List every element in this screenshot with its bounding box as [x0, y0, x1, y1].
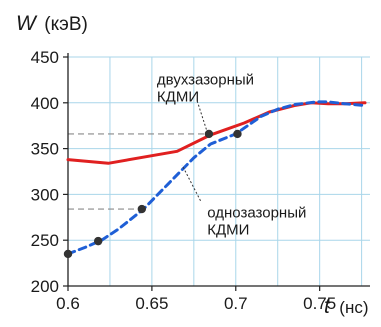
y-tick-label: 450	[31, 48, 59, 67]
y-tick-label: 400	[31, 94, 59, 113]
x-tick-label: 0.7	[224, 294, 248, 313]
data-point	[233, 129, 242, 139]
x-tick-label: 0.65	[135, 294, 168, 313]
y-axis-unit: (кэВ)	[44, 14, 88, 35]
x-tick-label: 0.75	[303, 294, 336, 313]
y-tick-label: 300	[31, 185, 59, 204]
y-axis-variable: W	[16, 12, 38, 35]
data-points	[63, 129, 242, 259]
y-axis-title: W (кэВ)	[16, 12, 88, 35]
annotation-leader	[196, 100, 208, 133]
x-tick-label: 0.6	[56, 294, 80, 313]
axes: 200 250 300 350 400 450 0.6 0.65 0.7 0.75	[31, 48, 370, 313]
annotation-line: однозазорный	[207, 204, 306, 221]
annotation-line: КДМИ	[157, 88, 199, 105]
annotation-label: двухзазорный КДМИ	[157, 71, 254, 105]
grid	[68, 56, 370, 286]
annotation-leader	[181, 164, 201, 202]
annotation-line: двухзазорный	[157, 71, 254, 88]
data-point	[204, 129, 214, 139]
axis-labels: W (кэВ) t (нс)	[16, 12, 369, 318]
annotation-label: однозазорный КДМИ	[207, 204, 306, 238]
reference-lines	[68, 133, 209, 210]
series-line-1	[66, 100, 367, 256]
series	[66, 100, 367, 256]
x-axis-unit: (нс)	[339, 298, 368, 317]
data-point	[137, 204, 147, 214]
series-line-0	[66, 101, 367, 165]
data-point	[63, 249, 73, 259]
x-axis-variable: t	[324, 295, 331, 318]
annotation-line: КДМИ	[207, 221, 249, 238]
y-tick-label: 250	[31, 231, 59, 250]
y-tick-label: 350	[31, 140, 59, 159]
data-point	[94, 236, 103, 246]
y-tick-label: 200	[31, 277, 59, 296]
x-axis-title: t (нс)	[324, 295, 369, 318]
